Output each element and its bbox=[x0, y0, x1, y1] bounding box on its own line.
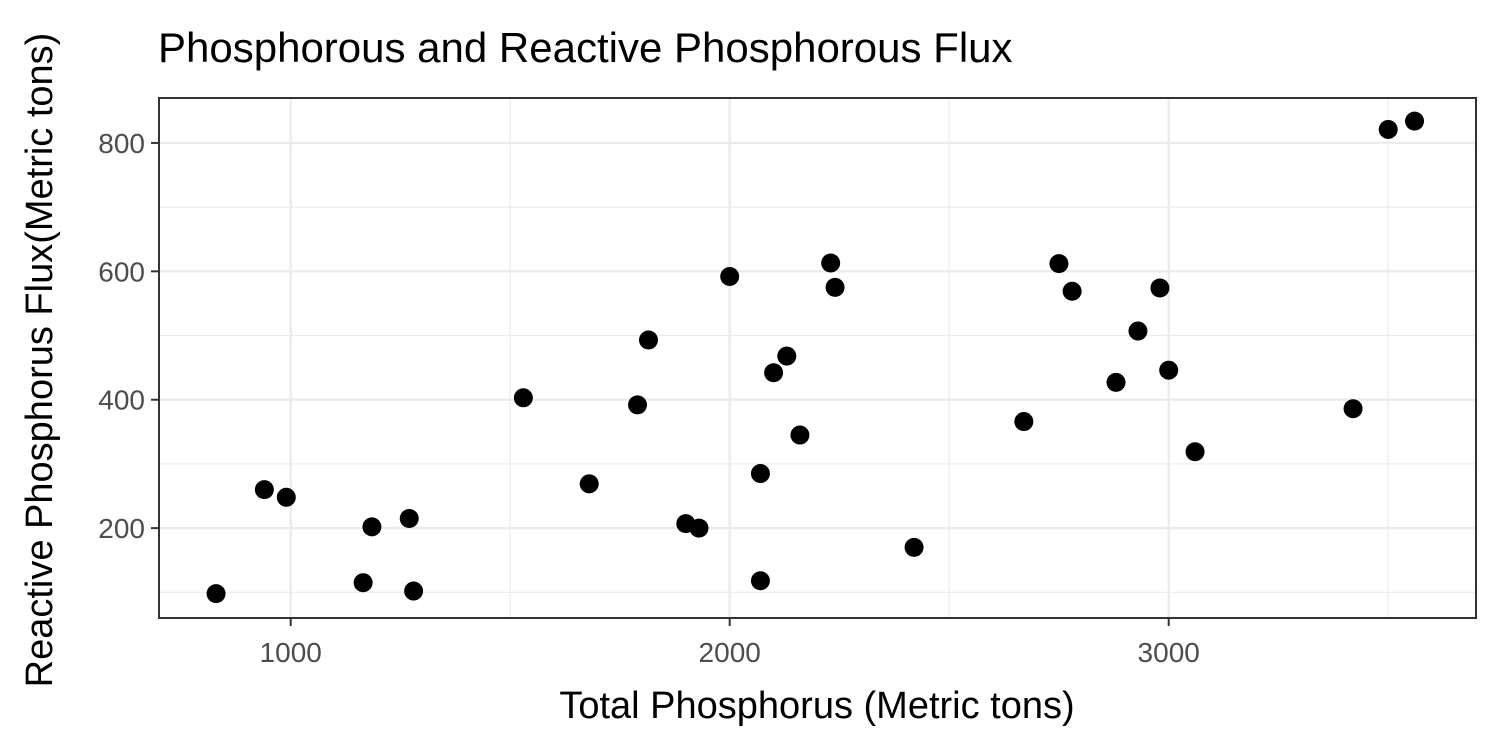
chart-title: Phosphorous and Reactive Phosphorous Flu… bbox=[158, 24, 1013, 71]
data-point bbox=[750, 571, 770, 591]
data-point bbox=[1185, 442, 1205, 462]
data-point bbox=[1378, 119, 1398, 139]
data-point bbox=[1159, 360, 1179, 380]
grid-lines bbox=[159, 98, 1476, 618]
data-point bbox=[777, 346, 797, 366]
data-point bbox=[1343, 399, 1363, 419]
data-point bbox=[904, 537, 924, 557]
data-point bbox=[254, 480, 274, 500]
data-point bbox=[689, 518, 709, 538]
data-point bbox=[1128, 321, 1148, 341]
data-point bbox=[404, 581, 424, 601]
data-points bbox=[206, 111, 1425, 604]
y-axis-title: Reactive Phosphorus Flux(Metric tons) bbox=[19, 33, 61, 688]
data-point bbox=[790, 425, 810, 445]
data-point bbox=[825, 277, 845, 297]
data-point bbox=[579, 474, 599, 494]
data-point bbox=[276, 487, 296, 507]
data-point bbox=[1405, 111, 1425, 131]
data-point bbox=[1014, 412, 1034, 432]
y-tick-label: 800 bbox=[98, 128, 145, 159]
data-point bbox=[628, 395, 648, 415]
x-tick-label: 1000 bbox=[260, 637, 322, 668]
y-tick-label: 200 bbox=[98, 513, 145, 544]
data-point bbox=[353, 573, 373, 593]
x-tick-label: 3000 bbox=[1138, 637, 1200, 668]
axis-ticks: 1000 2000 3000 200 400 600 800 bbox=[98, 128, 1200, 668]
y-tick-label: 400 bbox=[98, 385, 145, 416]
data-point bbox=[362, 517, 382, 537]
x-axis-title: Total Phosphorus (Metric tons) bbox=[559, 685, 1074, 727]
data-point bbox=[399, 508, 419, 528]
x-tick-label: 2000 bbox=[699, 637, 761, 668]
data-point bbox=[513, 388, 533, 408]
data-point bbox=[1106, 372, 1126, 392]
data-point bbox=[638, 330, 658, 350]
data-point bbox=[720, 266, 740, 286]
data-point bbox=[1150, 278, 1170, 298]
data-point bbox=[764, 363, 784, 383]
panel-border bbox=[158, 97, 1477, 619]
data-point bbox=[206, 584, 226, 604]
data-point bbox=[821, 253, 841, 273]
data-point bbox=[1049, 254, 1069, 274]
data-point bbox=[1062, 281, 1082, 301]
data-point bbox=[750, 464, 770, 484]
y-tick-label: 600 bbox=[98, 256, 145, 287]
